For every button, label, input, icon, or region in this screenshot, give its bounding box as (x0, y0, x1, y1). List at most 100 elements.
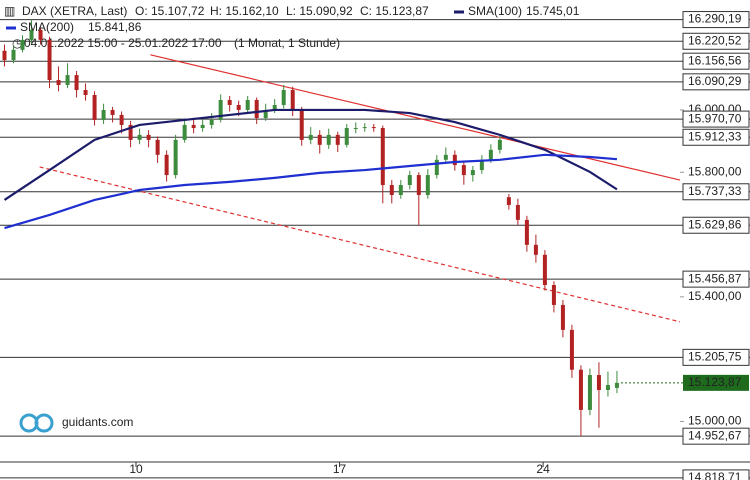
trend-line (150, 54, 681, 181)
candle-body (74, 75, 79, 91)
candle-body (506, 197, 511, 205)
chart-title: DAX (XETRA, Last) (22, 4, 127, 18)
legend-value: 15.841,86 (88, 20, 142, 34)
level-label: 15.970,70 (688, 111, 742, 125)
candle-body (542, 254, 547, 286)
candle-body (128, 124, 133, 140)
last-price-box (683, 374, 749, 391)
watermark: guidants.com (19, 413, 133, 433)
header: ▥ DAX (XETRA, Last) O: 15.107,72 H: 15.1… (4, 4, 429, 50)
candle-body (515, 204, 520, 220)
chart-icon: ▥ (4, 4, 15, 18)
candle-body (524, 219, 529, 245)
last-price-label: 15.123,87 (688, 375, 742, 389)
candle-body (119, 114, 124, 125)
y-tick-label: 15.400,00 (688, 289, 742, 303)
ohlc-label: O: 15.107,72 (135, 4, 205, 18)
legend-name: SMA(100) (468, 4, 522, 18)
level-label: 15.629,86 (688, 217, 742, 231)
x-tick-label: 17 (333, 462, 347, 476)
clock-icon: ◷ (12, 36, 22, 50)
candle-body (2, 50, 7, 61)
candle-body (353, 128, 358, 130)
candle-body (272, 104, 277, 110)
candle-body (371, 127, 376, 129)
candle-body (137, 134, 142, 140)
sma-line (3, 108, 618, 201)
candle-body (389, 185, 394, 195)
candle-body (65, 75, 70, 86)
candle-body (281, 90, 286, 105)
level-box (682, 216, 750, 234)
level-box (682, 73, 750, 91)
candle-body (11, 49, 16, 61)
legend-name: SMA(200) (20, 20, 74, 34)
level-label: 16.090,29 (688, 74, 742, 88)
ohlc-label: C: 15.123,87 (360, 4, 429, 18)
candle-body (569, 329, 574, 370)
legend-value: 15.745,01 (526, 4, 580, 18)
candle-body (488, 149, 493, 160)
candle-body (443, 154, 448, 160)
y-tick-label: 15.800,00 (688, 164, 742, 178)
candle-body (299, 109, 304, 140)
candle-body (461, 165, 466, 176)
candle-body (38, 29, 43, 40)
watermark-text: guidants.com (62, 415, 133, 429)
candle-body (614, 382, 619, 388)
candle-body (587, 375, 592, 410)
level-label: 16.220,52 (688, 33, 742, 47)
ohlc-label: L: 15.090,92 (286, 4, 353, 18)
level-box (682, 32, 750, 50)
level-label: 16.290,19 (688, 12, 742, 26)
candle-body (164, 154, 169, 176)
candle-body (290, 90, 295, 110)
candle-body (578, 369, 583, 410)
logo (34, 413, 54, 433)
level-box (682, 11, 750, 29)
y-tick-label: 15.000,00 (688, 414, 742, 428)
candle-body (605, 384, 610, 390)
trend-line (39, 166, 681, 323)
period: 04.01.2022 15:00 - 25.01.2022 17:00 (24, 36, 222, 50)
candle-body (362, 127, 367, 129)
level-box (682, 52, 750, 70)
level-box (682, 270, 750, 288)
candle-body (317, 134, 322, 145)
level-label: 15.912,33 (688, 129, 742, 143)
candle-body (551, 285, 556, 305)
x-tick-label: 10 (129, 462, 143, 476)
candle-body (245, 99, 250, 110)
level-label: 14.952,67 (688, 428, 742, 442)
level-box (682, 183, 750, 201)
candle-body (155, 139, 160, 155)
candle-body (83, 90, 88, 96)
level-label: 16.156,56 (688, 53, 742, 67)
candle-body (218, 99, 223, 120)
candle-body (344, 128, 349, 145)
level-label: 15.456,87 (688, 271, 742, 285)
candle-body (173, 139, 178, 176)
candle-body (398, 185, 403, 195)
candle-body (20, 39, 25, 50)
candle-body (236, 104, 241, 110)
candle-body (308, 134, 313, 140)
interval: (1 Monat, 1 Stunde) (234, 36, 340, 50)
candle-body (335, 134, 340, 145)
candle-body (47, 39, 52, 81)
candle-body (533, 244, 538, 255)
candle-body (452, 154, 457, 166)
candle-body (254, 99, 259, 119)
level-label: 14.818,71 (688, 470, 742, 480)
candle-body (227, 99, 232, 105)
candle-body (560, 304, 565, 330)
x-tick-label: 24 (536, 462, 550, 476)
candle-body (497, 139, 502, 150)
ohlc-label: H: 15.162,10 (210, 4, 279, 18)
sma-line (4, 153, 618, 230)
candle-body (182, 124, 187, 140)
candle-body (200, 124, 205, 129)
level-box (682, 427, 750, 445)
